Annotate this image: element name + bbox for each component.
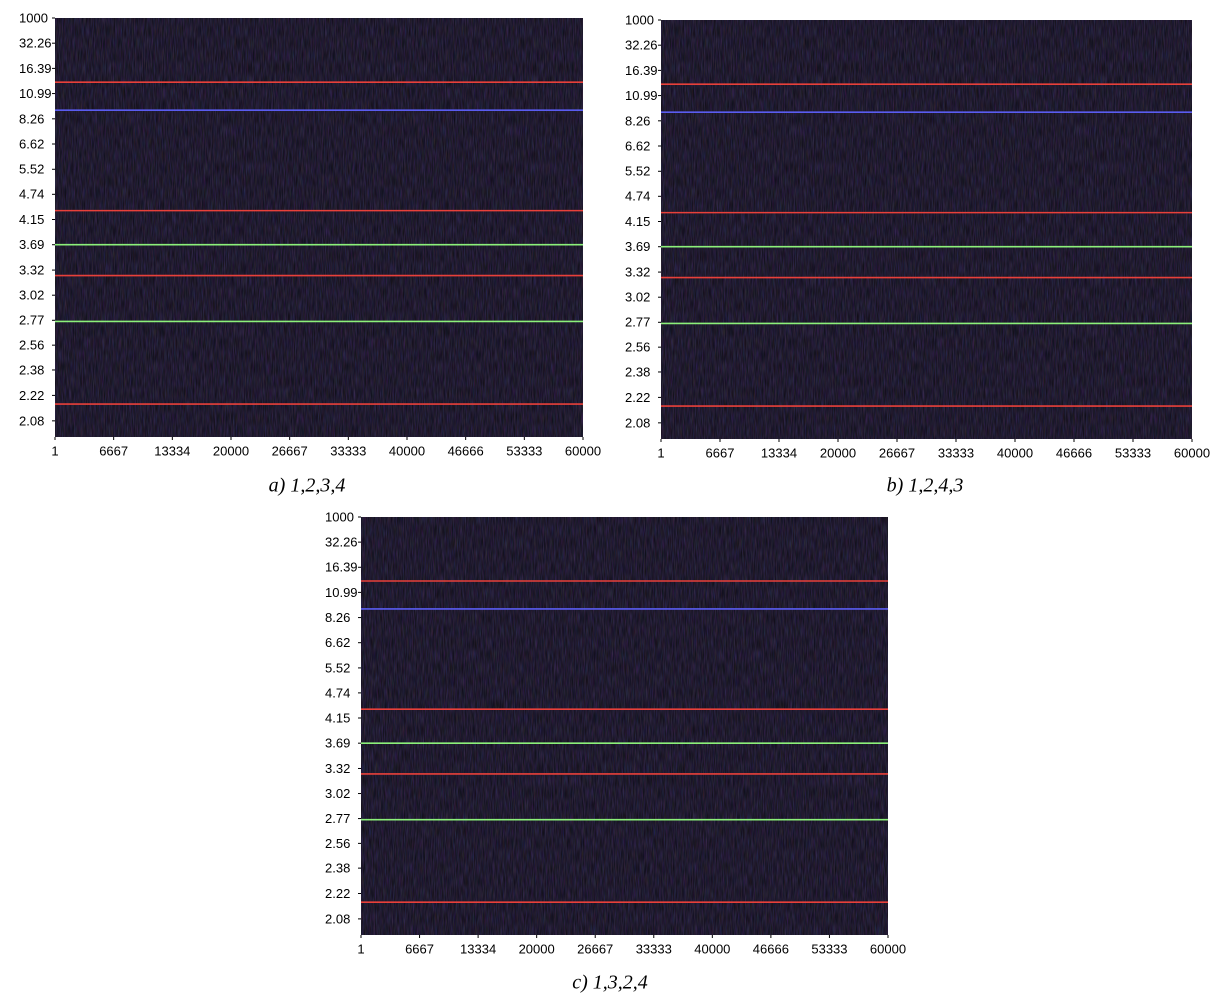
x-tick-label: 33333 [636, 941, 672, 956]
y-tick-label: 3.69 [19, 237, 44, 252]
y-tick-label: 3.02 [625, 290, 650, 305]
x-tick-label: 53333 [811, 941, 847, 956]
y-tick-label: 1000 [325, 509, 354, 524]
x-tick-label: 33333 [938, 445, 974, 460]
x-tick-label: 40000 [997, 445, 1033, 460]
caption: a) 1,2,3,4 [269, 475, 346, 497]
x-tick-label: 20000 [519, 941, 555, 956]
x-tick-label: 1 [357, 941, 364, 956]
y-tick-label: 6.62 [325, 635, 350, 650]
y-tick-label: 2.77 [19, 313, 44, 328]
y-tick-label: 2.77 [625, 315, 650, 330]
y-tick-label: 8.26 [19, 111, 44, 126]
y-tick-label: 3.02 [325, 786, 350, 801]
x-tick-label: 13334 [460, 941, 496, 956]
y-tick-label: 32.26 [625, 38, 658, 53]
y-tick-label: 2.08 [625, 415, 650, 430]
plot-texture [661, 20, 1192, 439]
x-tick-label: 60000 [870, 941, 906, 956]
y-tick-label: 2.56 [19, 338, 44, 353]
y-tick-label: 4.74 [19, 187, 44, 202]
y-tick-label: 2.08 [325, 911, 350, 926]
y-tick-label: 2.38 [325, 861, 350, 876]
y-tick-label: 3.69 [625, 239, 650, 254]
y-tick-label: 2.38 [19, 362, 44, 377]
x-tick-label: 53333 [1115, 445, 1151, 460]
y-tick-label: 10.99 [325, 585, 358, 600]
y-tick-label: 2.56 [625, 340, 650, 355]
y-tick-label: 2.38 [625, 364, 650, 379]
y-tick-label: 3.32 [19, 263, 44, 278]
caption: b) 1,2,4,3 [887, 475, 964, 497]
y-tick-label: 16.39 [325, 560, 358, 575]
x-tick-label: 33333 [330, 443, 366, 458]
x-tick-label: 26667 [272, 443, 308, 458]
y-tick-label: 4.15 [625, 214, 650, 229]
y-tick-label: 4.15 [19, 212, 44, 227]
y-tick-label: 3.32 [325, 761, 350, 776]
y-tick-label: 16.39 [19, 61, 52, 76]
x-tick-label: 60000 [1174, 445, 1210, 460]
y-tick-label: 5.52 [325, 660, 350, 675]
x-tick-label: 26667 [879, 445, 915, 460]
y-tick-label: 3.32 [625, 265, 650, 280]
y-tick-label: 5.52 [625, 164, 650, 179]
x-tick-label: 46666 [1056, 445, 1092, 460]
y-tick-label: 1000 [625, 12, 654, 27]
y-tick-label: 10.99 [625, 88, 658, 103]
y-tick-label: 2.77 [325, 811, 350, 826]
y-tick-label: 1000 [19, 10, 48, 25]
y-tick-label: 4.74 [625, 189, 650, 204]
x-tick-label: 20000 [820, 445, 856, 460]
y-tick-label: 8.26 [325, 610, 350, 625]
y-tick-label: 2.56 [325, 836, 350, 851]
y-tick-label: 6.62 [19, 136, 44, 151]
y-tick-label: 3.02 [19, 288, 44, 303]
x-tick-label: 6667 [706, 445, 735, 460]
x-tick-label: 46666 [448, 443, 484, 458]
y-tick-label: 16.39 [625, 63, 658, 78]
x-tick-label: 60000 [565, 443, 601, 458]
x-tick-label: 53333 [506, 443, 542, 458]
x-tick-label: 20000 [213, 443, 249, 458]
x-tick-label: 26667 [577, 941, 613, 956]
y-tick-label: 32.26 [325, 535, 358, 550]
y-tick-label: 2.22 [625, 390, 650, 405]
x-tick-label: 6667 [99, 443, 128, 458]
plot-texture [361, 517, 888, 935]
y-tick-label: 4.74 [325, 685, 350, 700]
y-tick-label: 2.08 [19, 413, 44, 428]
y-tick-label: 32.26 [19, 36, 52, 51]
caption: c) 1,3,2,4 [572, 972, 648, 994]
y-tick-label: 8.26 [625, 113, 650, 128]
y-tick-label: 2.22 [325, 886, 350, 901]
y-tick-label: 10.99 [19, 86, 52, 101]
y-tick-label: 6.62 [625, 138, 650, 153]
x-tick-label: 46666 [753, 941, 789, 956]
y-tick-label: 5.52 [19, 162, 44, 177]
x-tick-label: 1 [51, 443, 58, 458]
x-tick-label: 13334 [761, 445, 797, 460]
x-tick-label: 6667 [405, 941, 434, 956]
plot-texture [55, 18, 583, 437]
y-tick-label: 2.22 [19, 388, 44, 403]
y-tick-label: 4.15 [325, 710, 350, 725]
y-tick-label: 3.69 [325, 736, 350, 751]
x-tick-label: 1 [657, 445, 664, 460]
x-tick-label: 13334 [154, 443, 190, 458]
x-tick-label: 40000 [389, 443, 425, 458]
x-tick-label: 40000 [694, 941, 730, 956]
